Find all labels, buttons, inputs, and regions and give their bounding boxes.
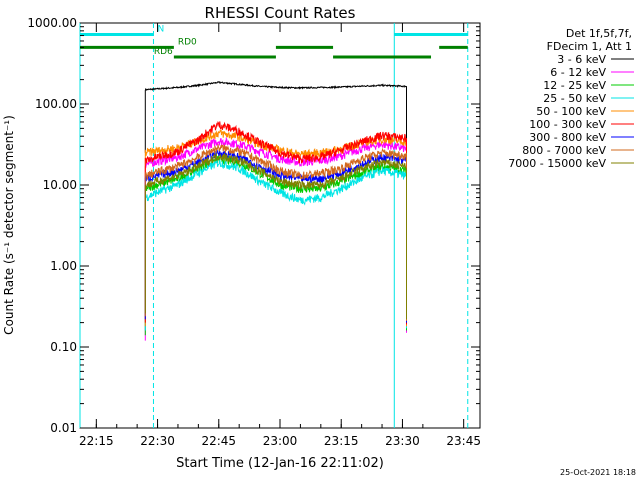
x-tick-label-4: 23:15 — [324, 434, 359, 448]
flag-bars: N RD0 RD6 — [80, 25, 468, 59]
y-tick-label-2: 10.00 — [43, 178, 77, 192]
legend-label-6: 300 - 800 keV — [529, 131, 606, 144]
x-tick-label-3: 23:00 — [263, 434, 298, 448]
y-tick-label-4: 0.10 — [50, 340, 77, 354]
legend-header-1: FDecim 1, Att 1 — [547, 40, 632, 53]
y-tick-label-5: 0.01 — [50, 421, 77, 435]
x-tick-label-6: 23:45 — [446, 434, 481, 448]
flag-label-rd0: RD0 — [178, 37, 197, 47]
series-line-8 — [144, 152, 407, 320]
x-tick-label-5: 23:30 — [385, 434, 420, 448]
x-tick-label-0: 22:15 — [79, 434, 114, 448]
chart-title: RHESSI Count Rates — [205, 4, 356, 22]
vertical-markers — [79, 23, 469, 428]
axis-ticks: 22:15 22:30 22:45 23:00 23:15 23:30 23:45 1000.… — [27, 16, 481, 448]
legend-label-2: 12 - 25 keV — [543, 79, 606, 92]
x-axis-label: Start Time (12-Jan-16 22:11:02) — [176, 456, 384, 471]
series-line-0 — [144, 81, 407, 153]
series-line-1 — [144, 136, 407, 341]
flag-label-n: N — [157, 25, 164, 35]
legend-label-3: 25 - 50 keV — [543, 92, 606, 105]
series-line-3 — [144, 159, 407, 331]
flag-label-rd6: RD6 — [154, 47, 173, 57]
series-lines — [144, 81, 407, 341]
series-line-7 — [144, 144, 407, 321]
legend-header-0: Det 1f,5f,7f, — [566, 27, 632, 40]
legend-label-5: 100 - 300 keV — [529, 118, 606, 131]
legend-label-8: 7000 - 15000 keV — [508, 157, 606, 170]
series-line-5 — [144, 121, 407, 325]
legend-label-7: 800 - 7000 keV — [522, 144, 606, 157]
x-tick-label-2: 22:45 — [201, 434, 236, 448]
date-stamp: 25-Oct-2021 18:18 — [560, 468, 636, 477]
x-tick-label-1: 22:30 — [140, 434, 175, 448]
legend-label-0: 3 - 6 keV — [557, 53, 606, 66]
y-tick-label-3: 1.00 — [50, 259, 77, 273]
legend-label-1: 6 - 12 keV — [550, 66, 606, 79]
legend-label-4: 50 - 100 keV — [536, 105, 606, 118]
y-axis-label: Count Rate (s⁻¹ detector segment⁻¹) — [2, 115, 16, 335]
y-tick-label-0: 1000.00 — [27, 16, 77, 30]
y-tick-label-1: 100.00 — [35, 97, 77, 111]
